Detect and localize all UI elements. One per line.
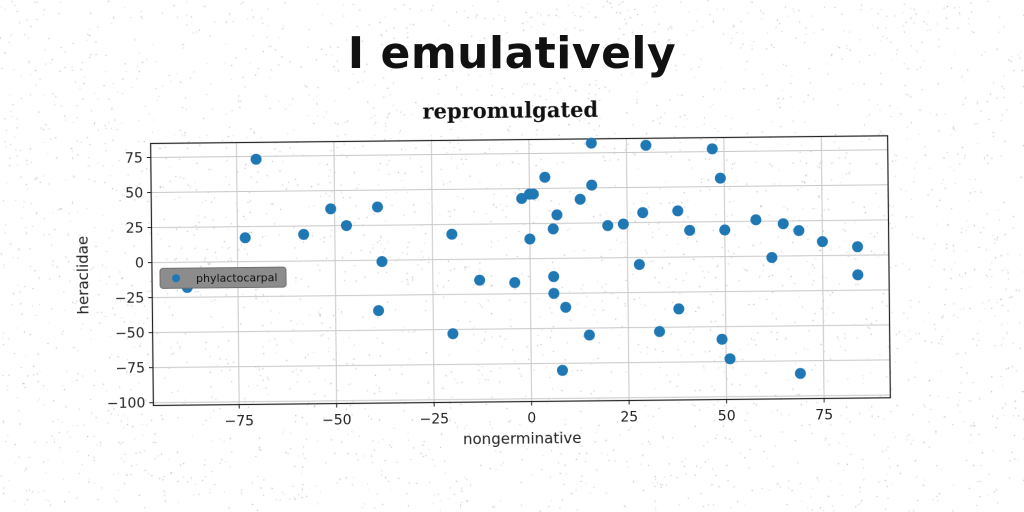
data-point [509,277,521,289]
data-point [586,179,598,191]
grid-line-y [151,254,889,264]
x-tick-label: −75 [224,413,254,429]
chart-title: repromulgated [422,97,598,124]
data-point [852,241,864,253]
grid-line-x [625,138,630,401]
data-point [714,172,726,184]
data-point [766,251,778,263]
grid-line-x [528,139,533,402]
data-point [602,220,614,232]
y-tick-label: 25 [126,221,144,237]
x-tick-label: −50 [322,412,352,428]
data-point [673,303,685,315]
data-point [793,225,805,237]
data-point [617,218,629,230]
legend-label: phylactocarpal [196,271,278,285]
data-point [794,367,806,379]
data-point [574,193,586,205]
y-tick-label: −100 [107,396,146,412]
data-point [250,153,262,165]
data-point [325,203,337,215]
grid [150,136,891,405]
y-tick-label: −75 [115,361,145,377]
y-tick-label: −25 [115,291,145,307]
data-point [239,232,251,244]
grid-line-x [333,141,338,404]
data-point [340,220,352,232]
data-point [524,233,536,245]
data-point [637,207,649,219]
data-point [298,228,310,240]
data-point [654,326,666,338]
data-point [551,209,563,221]
x-tick-label: 50 [718,408,736,424]
grid-line-y [153,394,891,404]
x-tick-label: 25 [620,409,638,425]
data-point [371,201,383,213]
legend-marker [172,274,181,283]
grid-line-y [152,324,890,334]
data-point [447,328,459,340]
figure-title: I emulatively [347,28,677,79]
y-tick-label: −50 [115,326,145,342]
data-point [548,287,560,299]
data-point [640,139,652,151]
legend-box [159,266,287,289]
grid-line-y [151,184,889,194]
data-point [706,143,718,155]
data-point [816,236,828,248]
data-point [719,224,731,236]
data-point [672,205,684,217]
grid-line-x [820,136,825,399]
data-point [446,228,458,240]
grid-line-x [430,140,435,403]
data-point [560,301,572,313]
data-point [777,218,789,230]
data-point [585,137,597,149]
data-point [852,269,864,281]
data-point [556,364,568,376]
y-axis: 75 50 25 0 −25 −50 −75 −100 [107,151,154,412]
x-axis-label: nongerminative [463,429,582,448]
data-point [633,258,645,270]
data-point [684,224,696,236]
data-point [373,305,385,317]
data-point [527,188,539,200]
grid-line-y [152,359,890,369]
scatter-chart: repromulgated −75 −50 −25 0 25 50 75 75 50 25 0 −2… [74,97,891,448]
data-point [548,271,560,283]
data-point [539,171,551,183]
data-point [583,329,595,341]
y-tick-label: 75 [125,151,143,167]
x-tick-label: 75 [815,407,833,423]
data-point [716,333,728,345]
x-axis: −75 −50 −25 0 25 50 75 [224,398,833,430]
data-point [547,223,559,235]
x-tick-label: −25 [419,411,449,427]
axes-frame [150,135,891,407]
chart-container: repromulgated −75 −50 −25 0 25 50 75 75 50 25 0 −2… [58,88,912,457]
data-points [181,137,864,379]
y-tick-label: 50 [125,186,143,202]
grid-line-y [151,219,889,229]
data-point [474,274,486,286]
x-tick-label: 0 [527,410,536,426]
y-tick-label: 0 [135,256,144,272]
grid-line-y [150,149,888,159]
legend: phylactocarpal [159,266,287,289]
data-point [724,353,736,365]
data-point [376,256,388,268]
y-axis-label: heraclidae [74,236,93,315]
grid-line-y [152,289,890,299]
data-point [750,214,762,226]
